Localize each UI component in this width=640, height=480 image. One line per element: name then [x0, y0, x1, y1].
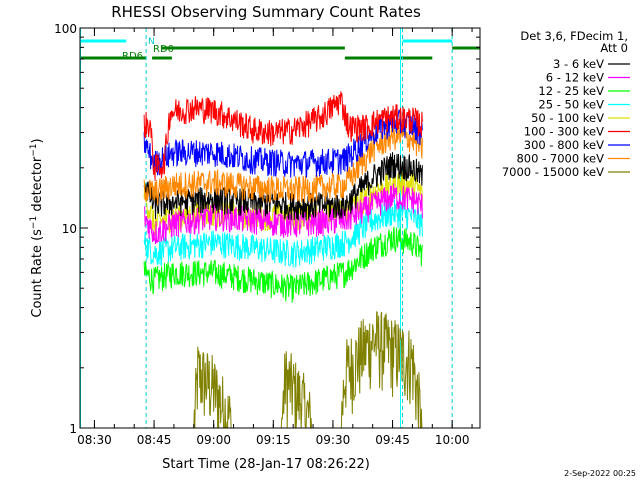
legend-label-4: 50 - 100 keV — [531, 111, 604, 125]
series-line-25-50-kev — [143, 199, 423, 268]
legend-label-6: 300 - 800 keV — [524, 138, 604, 152]
chart-title: RHESSI Observing Summary Count Rates — [111, 3, 421, 21]
x-tick-label-1: 08:45 — [137, 433, 172, 447]
x-tick-label-3: 09:15 — [256, 433, 291, 447]
series-line-6-12-kev — [143, 183, 423, 245]
x-tick-label-5: 09:45 — [375, 433, 410, 447]
legend-label-7: 800 - 7000 keV — [516, 152, 604, 166]
x-axis-label: Start Time (28-Jan-17 08:26:22) — [162, 457, 370, 472]
y-tick-label-1: 10 — [62, 222, 77, 236]
axes-group: 08:30 08:45 09:00 09:15 09:30 09:45 10:00 1 10 10… — [54, 22, 480, 447]
n-marker-label: N — [148, 37, 155, 47]
legend-label-2: 12 - 25 keV — [538, 84, 604, 98]
legend-label-5: 100 - 300 keV — [524, 125, 604, 139]
x-tick-label-4: 09:30 — [316, 433, 351, 447]
y-axis-label-part2: detector — [30, 156, 45, 216]
y-axis-label-sup2: −1 — [29, 143, 39, 156]
footer-date: 2-Sep-2022 00:25 — [564, 469, 636, 478]
x-tick-label-2: 09:00 — [196, 433, 231, 447]
y-axis-label-sup1: −1 — [29, 216, 39, 229]
legend-label-3: 25 - 50 keV — [538, 98, 604, 112]
series-line-300-800-kev — [143, 109, 423, 178]
rd0-label: RD0 — [153, 44, 174, 55]
legend-label-1: 6 - 12 keV — [546, 71, 604, 85]
y-axis-label: Count Rate (s−1 detector−1) — [29, 138, 45, 317]
y-axis-label-part3: ) — [30, 138, 45, 143]
legend-title-line2: Att 0 — [600, 41, 628, 55]
y-tick-label-2: 100 — [54, 22, 77, 36]
y-tick-label-0: 1 — [69, 422, 77, 436]
series-line-12-25-kev — [143, 226, 423, 303]
flag-bars — [80, 39, 480, 60]
series-line-100-300-kev — [143, 91, 423, 182]
legend-label-0: 3 - 6 keV — [553, 57, 604, 71]
x-tick-label-6: 10:00 — [435, 433, 470, 447]
legend-label-8: 7000 - 15000 keV — [502, 165, 604, 179]
y-axis-label-part1: Count Rate (s — [30, 229, 45, 318]
legend-title-line1: Det 3,6, FDecim 1, — [520, 29, 628, 43]
x-tick-label-0: 08:30 — [77, 433, 112, 447]
rd6-label: RD6 — [122, 51, 143, 62]
